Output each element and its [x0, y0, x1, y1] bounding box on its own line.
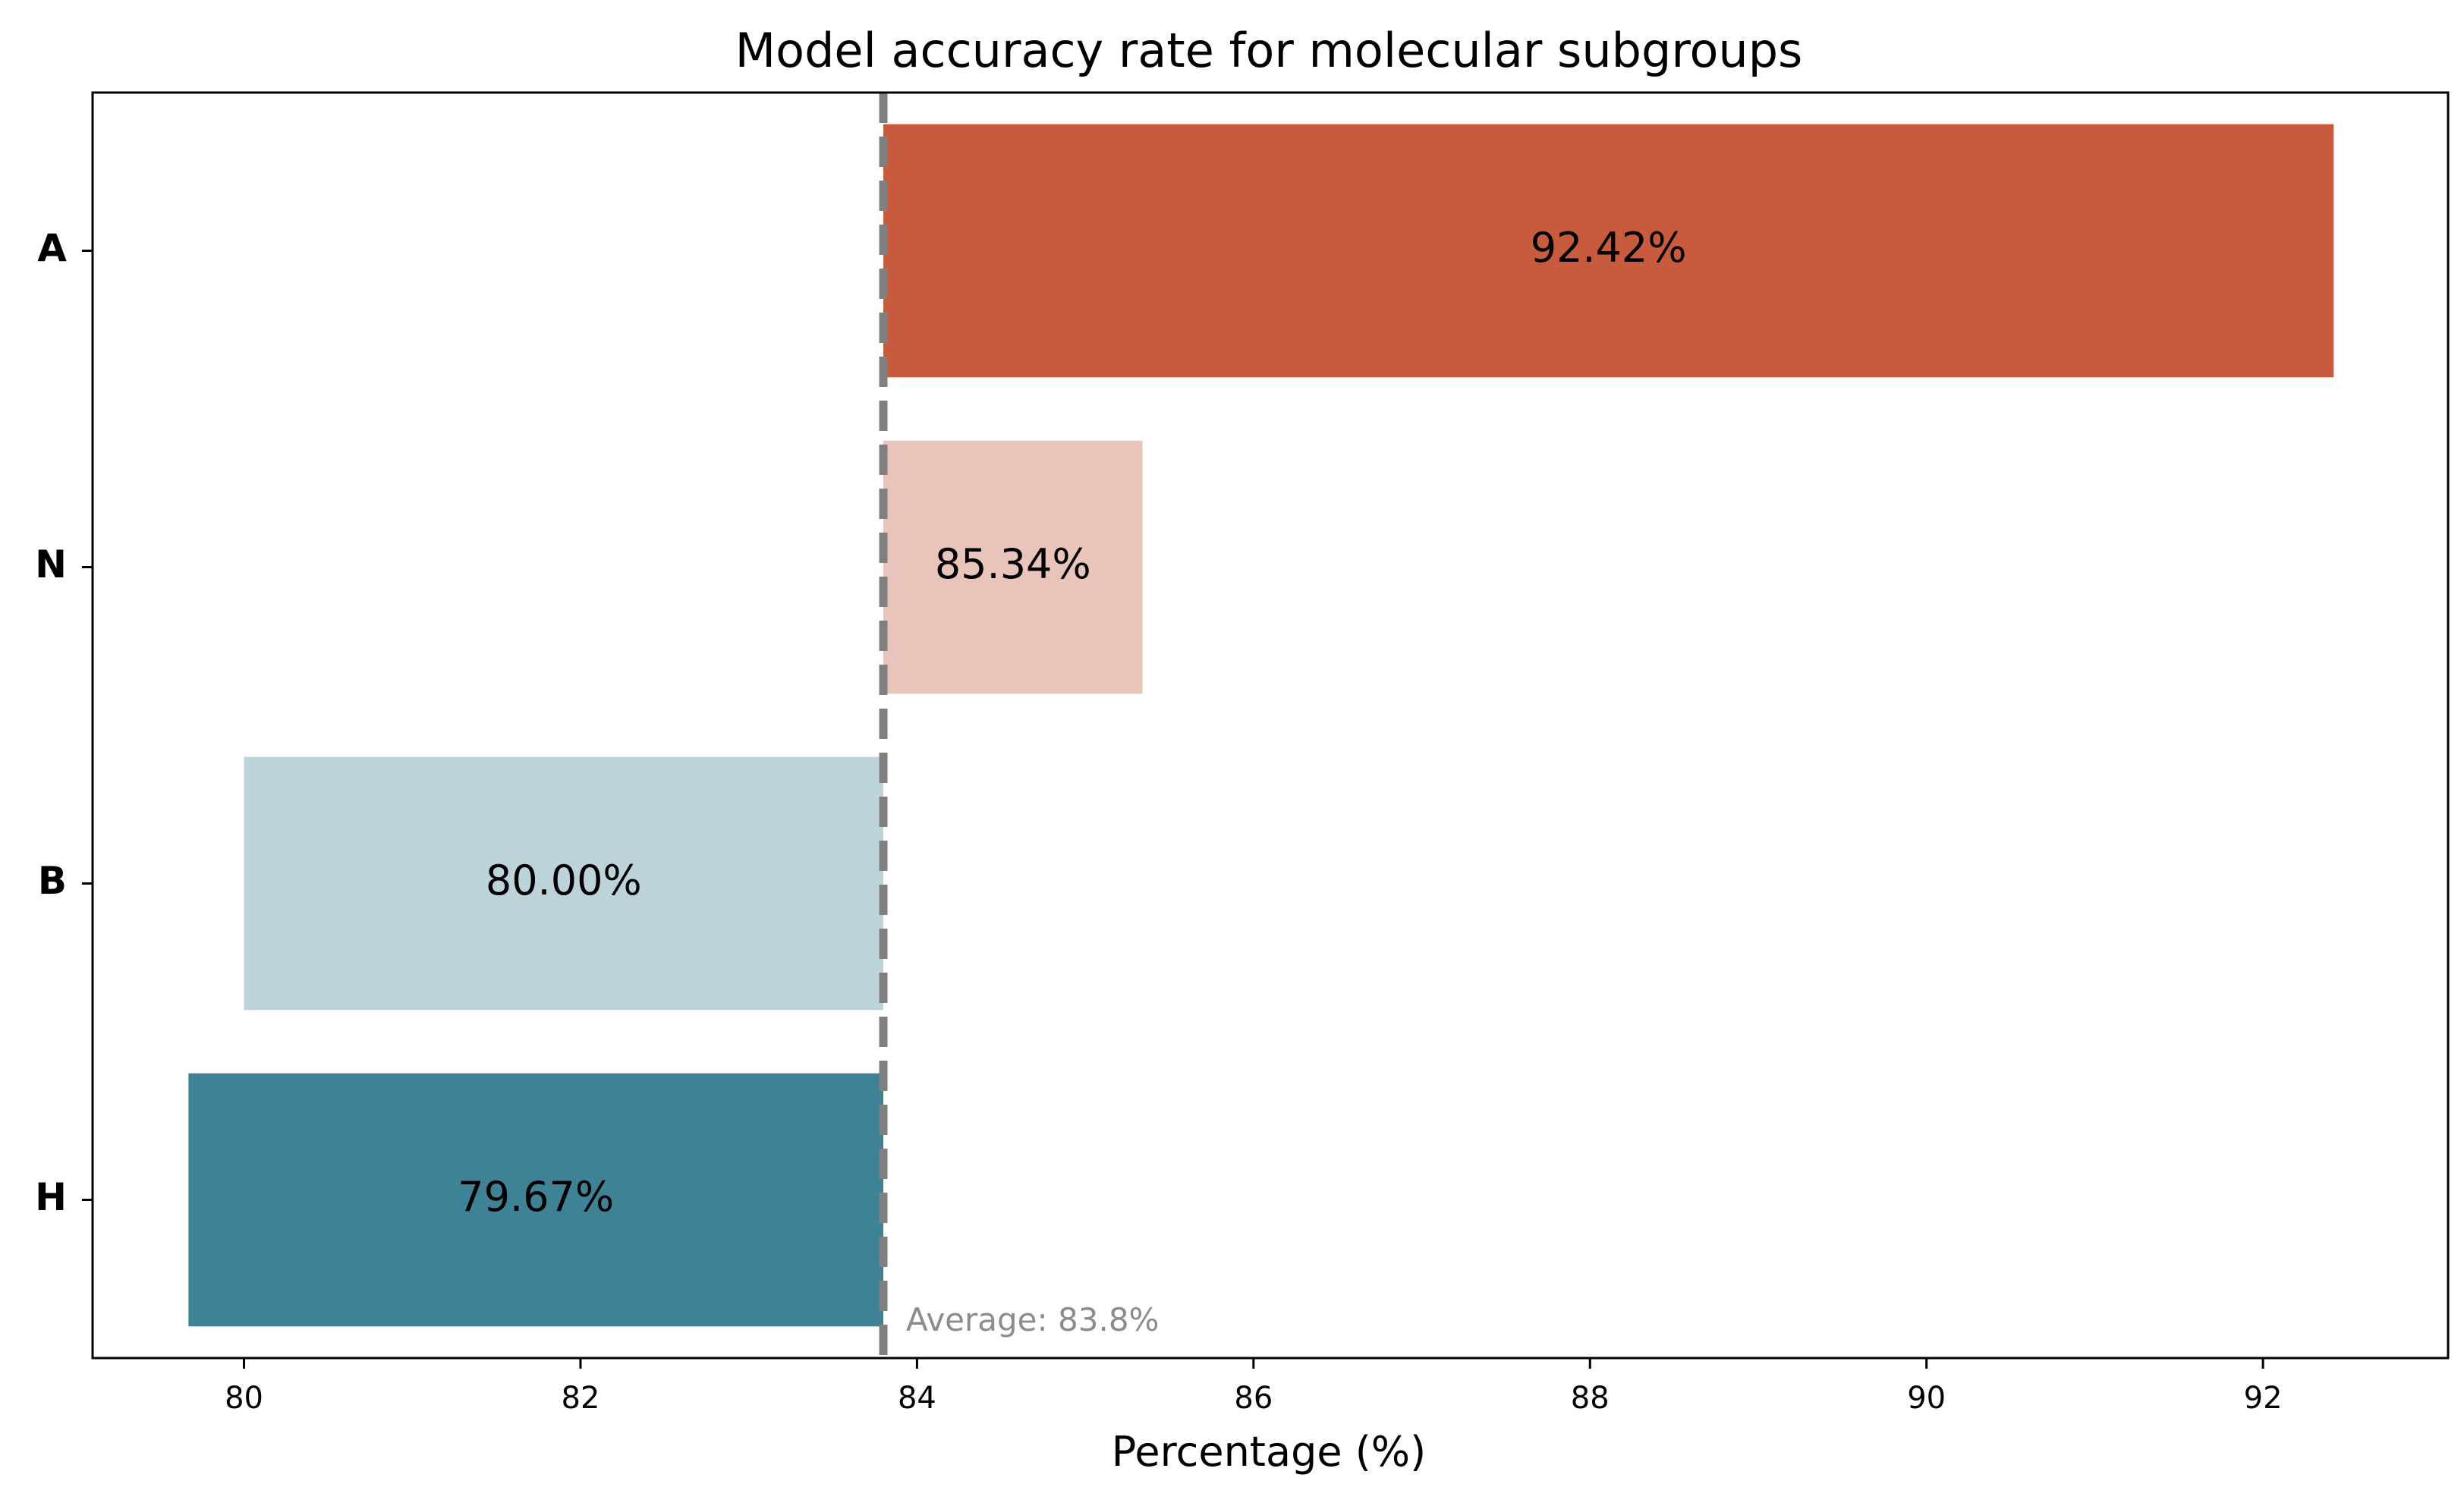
chart-title: Model accuracy rate for molecular subgro…	[735, 23, 1803, 78]
y-tick-label-b: B	[38, 859, 67, 903]
x-axis-label: Percentage (%)	[1112, 1428, 1426, 1476]
bar-n	[883, 440, 1143, 694]
bar-value-label-a: 92.42%	[1531, 224, 1687, 272]
bar-value-label-h: 79.67%	[458, 1173, 614, 1221]
y-tick-label-a: A	[37, 226, 67, 270]
bar-h	[188, 1073, 884, 1327]
plot-frame	[91, 91, 2450, 1360]
x-tick-label-80: 80	[225, 1381, 263, 1416]
x-tick-label-86: 86	[1234, 1381, 1273, 1416]
x-tick-label-82: 82	[562, 1381, 600, 1416]
y-tick-label-n: N	[35, 542, 67, 586]
bar-labels-layer: 92.42% 85.34% 80.00% 79.67%	[458, 224, 1686, 1221]
bar-b	[244, 756, 884, 1011]
bar-value-label-b: 80.00%	[486, 857, 642, 904]
x-tick-label-90: 90	[1907, 1381, 1946, 1416]
bar-a	[883, 124, 2334, 378]
y-axis: A N B H	[35, 226, 93, 1219]
bar-value-label-n: 85.34%	[935, 540, 1091, 588]
x-axis: 80 82 84 86 88 90 92	[225, 1358, 2283, 1416]
x-tick-label-92: 92	[2244, 1381, 2283, 1416]
bars-layer	[188, 124, 2334, 1327]
x-tick-label-88: 88	[1571, 1381, 1610, 1416]
x-tick-label-84: 84	[898, 1381, 936, 1416]
y-tick-label-h: H	[35, 1175, 67, 1219]
average-label: Average: 83.8%	[906, 1301, 1159, 1338]
